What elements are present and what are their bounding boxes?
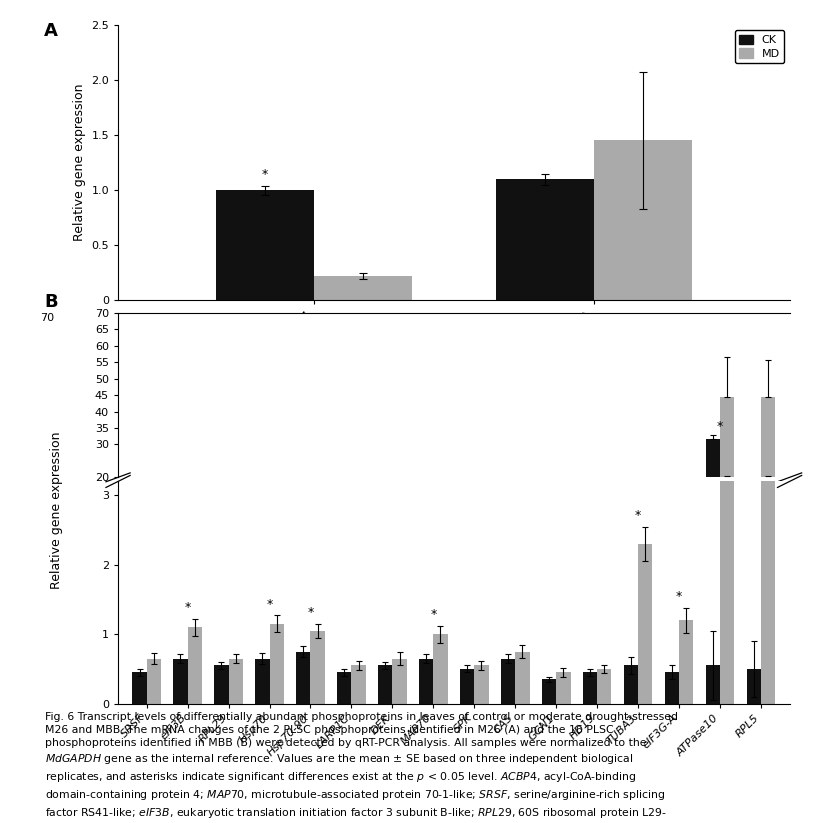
- Bar: [392, 541, 407, 543]
- Bar: [679, 621, 694, 704]
- Bar: [460, 669, 475, 704]
- Bar: [216, 190, 314, 300]
- Bar: [133, 672, 147, 704]
- Text: *: *: [308, 606, 313, 619]
- Bar: [188, 540, 202, 543]
- Bar: [256, 658, 269, 704]
- Bar: [542, 679, 556, 704]
- Bar: [496, 179, 593, 300]
- Text: B: B: [44, 293, 58, 311]
- Bar: [761, 0, 775, 704]
- Bar: [314, 277, 412, 300]
- Text: *: *: [635, 509, 641, 522]
- Text: 70: 70: [40, 313, 55, 323]
- Bar: [556, 672, 571, 704]
- Bar: [475, 542, 488, 543]
- Bar: [337, 542, 352, 543]
- Bar: [269, 624, 284, 704]
- Bar: [173, 541, 188, 543]
- Text: *: *: [185, 601, 190, 614]
- Bar: [433, 635, 448, 704]
- Bar: [310, 630, 325, 704]
- Bar: [256, 541, 269, 543]
- Bar: [720, 477, 734, 543]
- Bar: [475, 666, 488, 704]
- Legend: CK, MD: CK, MD: [735, 30, 784, 63]
- Bar: [583, 542, 597, 543]
- Text: Relative gene expression: Relative gene expression: [50, 431, 63, 589]
- Bar: [337, 672, 352, 704]
- Bar: [214, 542, 229, 543]
- Bar: [419, 541, 433, 543]
- Bar: [378, 666, 392, 704]
- Bar: [597, 669, 611, 704]
- Bar: [761, 477, 775, 543]
- Bar: [133, 542, 147, 543]
- Bar: [188, 627, 202, 704]
- Text: *: *: [266, 597, 273, 611]
- Bar: [556, 542, 571, 543]
- Bar: [173, 658, 188, 704]
- Text: *: *: [717, 420, 723, 433]
- Bar: [542, 542, 556, 543]
- Bar: [147, 541, 161, 543]
- Bar: [501, 541, 515, 543]
- Bar: [296, 652, 310, 704]
- Bar: [706, 666, 720, 704]
- Bar: [638, 536, 652, 543]
- Bar: [720, 0, 734, 704]
- Bar: [706, 439, 720, 543]
- Text: *: *: [676, 590, 682, 603]
- Bar: [419, 658, 433, 704]
- Bar: [720, 397, 734, 543]
- Bar: [761, 397, 775, 543]
- Bar: [460, 542, 475, 543]
- Bar: [593, 141, 692, 300]
- Bar: [392, 658, 407, 704]
- Bar: [352, 542, 365, 543]
- Bar: [229, 658, 243, 704]
- Text: Fig. 6 Transcript levels of differentially abundant phosphoproteins in leaves of: Fig. 6 Transcript levels of differential…: [45, 712, 678, 823]
- Bar: [147, 658, 161, 704]
- Bar: [638, 544, 652, 704]
- Bar: [679, 539, 694, 543]
- Text: *: *: [262, 168, 268, 181]
- Bar: [746, 542, 761, 543]
- Text: A: A: [44, 22, 58, 40]
- Bar: [515, 652, 530, 704]
- Bar: [269, 539, 284, 543]
- Bar: [624, 542, 638, 543]
- Y-axis label: Relative gene expression: Relative gene expression: [72, 84, 85, 241]
- Bar: [229, 541, 243, 543]
- Bar: [624, 666, 638, 704]
- Bar: [665, 542, 679, 543]
- Bar: [665, 672, 679, 704]
- Bar: [352, 666, 365, 704]
- Bar: [214, 666, 229, 704]
- Bar: [746, 669, 761, 704]
- Bar: [597, 542, 611, 543]
- Text: *: *: [431, 608, 436, 621]
- Bar: [433, 540, 448, 543]
- Bar: [378, 542, 392, 543]
- Bar: [501, 658, 515, 704]
- Bar: [583, 672, 597, 704]
- Bar: [515, 541, 530, 543]
- Bar: [310, 540, 325, 543]
- Bar: [296, 541, 310, 543]
- Bar: [706, 542, 720, 543]
